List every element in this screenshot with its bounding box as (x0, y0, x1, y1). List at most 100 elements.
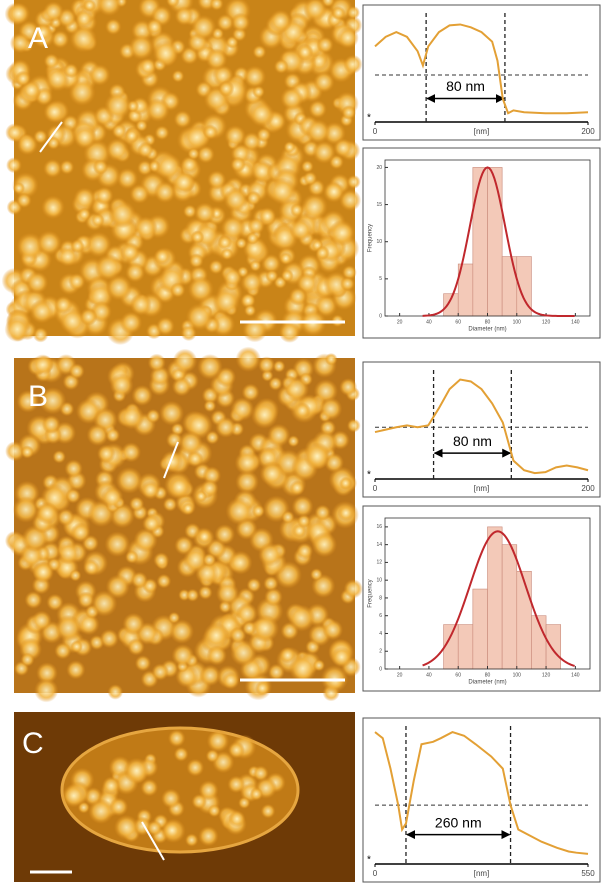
texture (296, 43, 314, 61)
texture (288, 604, 316, 632)
texture (209, 0, 224, 11)
texture (155, 316, 175, 336)
texture (198, 825, 219, 847)
y-tick-label: 5 (379, 276, 382, 282)
texture (170, 282, 186, 298)
texture (16, 133, 39, 156)
texture (16, 192, 32, 209)
texture (220, 215, 246, 241)
x-tick-label: 200 (581, 127, 595, 136)
texture (208, 259, 224, 275)
texture (296, 542, 314, 560)
x-tick-label: 40 (426, 319, 432, 325)
texture (251, 614, 280, 643)
texture (68, 363, 85, 380)
texture (289, 203, 304, 217)
y-tick-label: 10 (376, 578, 382, 584)
texture (38, 386, 67, 415)
texture (33, 23, 53, 42)
texture (20, 445, 34, 459)
texture (243, 65, 267, 89)
profile-line (163, 441, 179, 479)
texture (169, 619, 195, 644)
texture (57, 542, 80, 565)
texture (206, 645, 227, 666)
texture (165, 0, 180, 8)
y-tick-label: 4 (379, 631, 382, 637)
texture (230, 397, 255, 421)
texture (115, 466, 143, 494)
chart-frame (362, 4, 601, 141)
panel-label: A (28, 22, 48, 55)
texture (20, 652, 35, 667)
y-tick-label: 0 (379, 666, 382, 672)
texture (5, 123, 25, 142)
texture (4, 316, 31, 343)
texture (109, 373, 134, 398)
texture (145, 97, 170, 123)
texture (94, 253, 122, 282)
texture (319, 397, 343, 421)
texture (65, 488, 81, 504)
texture (346, 174, 361, 189)
texture (186, 758, 205, 777)
x-tick-label: 80 (485, 319, 491, 325)
texture (154, 125, 170, 141)
texture (346, 418, 361, 433)
y-tick-label: 8 (379, 595, 382, 601)
texture (265, 269, 279, 283)
texture (227, 741, 245, 759)
texture (34, 678, 59, 703)
texture (180, 325, 197, 342)
texture (214, 524, 236, 545)
texture (249, 787, 264, 801)
texture (57, 246, 79, 267)
texture (162, 820, 182, 841)
texture (196, 528, 213, 545)
y-tick-label: 2 (379, 649, 382, 655)
texture (202, 124, 219, 140)
texture (331, 5, 346, 21)
texture (243, 304, 257, 317)
texture (25, 271, 49, 294)
texture (91, 213, 105, 227)
texture (185, 588, 200, 602)
texture (88, 63, 111, 86)
profile-line (374, 731, 589, 855)
texture (341, 105, 357, 120)
y-tick-label: 10 (376, 239, 382, 245)
texture (171, 170, 196, 195)
texture (131, 384, 153, 407)
texture (52, 450, 66, 464)
texture (310, 568, 323, 581)
texture (156, 573, 172, 589)
gaussian-fit (422, 166, 575, 317)
texture (199, 664, 221, 687)
texture (90, 590, 118, 617)
texture (197, 354, 223, 380)
texture (141, 480, 160, 500)
texture (280, 86, 304, 111)
texture (291, 495, 314, 518)
texture (297, 514, 311, 528)
texture (15, 70, 32, 87)
texture (128, 34, 155, 61)
texture (153, 181, 177, 204)
texture (69, 24, 98, 53)
texture (256, 127, 272, 143)
texture (99, 629, 119, 649)
texture (159, 400, 185, 426)
x-axis-label: Diameter (nm) (468, 327, 506, 333)
texture (252, 44, 267, 59)
texture (161, 788, 181, 809)
texture (314, 504, 331, 521)
texture (268, 177, 297, 206)
texture (56, 508, 75, 527)
x-tick-label: 20 (397, 672, 403, 678)
x-tick-label: 100 (513, 672, 522, 678)
texture (94, 186, 114, 206)
texture (230, 156, 246, 173)
texture (120, 442, 142, 463)
texture (146, 820, 163, 836)
